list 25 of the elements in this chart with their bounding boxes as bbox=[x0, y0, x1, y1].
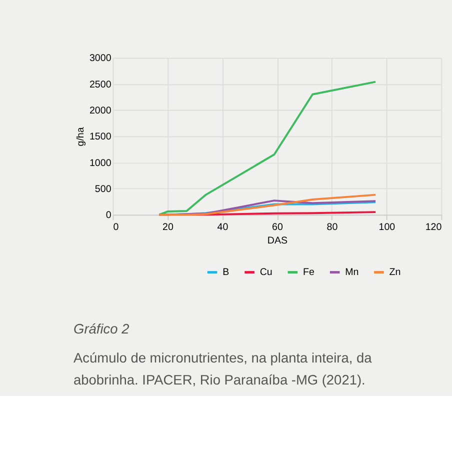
x-tick-label: 80 bbox=[326, 222, 338, 233]
legend-label: Fe bbox=[302, 267, 315, 278]
x-tick-label: 100 bbox=[378, 222, 396, 233]
legend-label: B bbox=[222, 267, 230, 278]
y-axis-title: g/ha bbox=[76, 126, 87, 146]
x-tick-label: 20 bbox=[162, 222, 174, 233]
legend-label: Zn bbox=[389, 267, 401, 278]
text: Acúmulo de micronutrientes, na planta inteira, da abobrinha. IPACER, Rio Paranaíba -MG (2021). bbox=[74, 350, 372, 388]
x-tick-label: 40 bbox=[217, 222, 229, 233]
line-series bbox=[158, 194, 377, 216]
line-series bbox=[158, 80, 377, 216]
y-tick-label: 1000 bbox=[89, 158, 112, 169]
x-tick-label: 120 bbox=[425, 222, 442, 233]
text: Gráfico 2 bbox=[74, 321, 130, 336]
y-tick-label: 2500 bbox=[89, 79, 112, 90]
y-tick-label: 1500 bbox=[89, 132, 112, 143]
x-tick-label: 60 bbox=[272, 222, 284, 233]
x-axis-title: DAS bbox=[267, 236, 288, 247]
legend-label: Cu bbox=[260, 267, 272, 278]
y-tick-label: 3000 bbox=[89, 53, 112, 64]
legend-label: Mn bbox=[345, 267, 359, 278]
y-tick-label: 0 bbox=[106, 210, 112, 222]
x-tick-label: 0 bbox=[113, 222, 120, 233]
y-tick-label: 500 bbox=[94, 184, 112, 195]
y-tick-label: 2000 bbox=[89, 106, 112, 117]
